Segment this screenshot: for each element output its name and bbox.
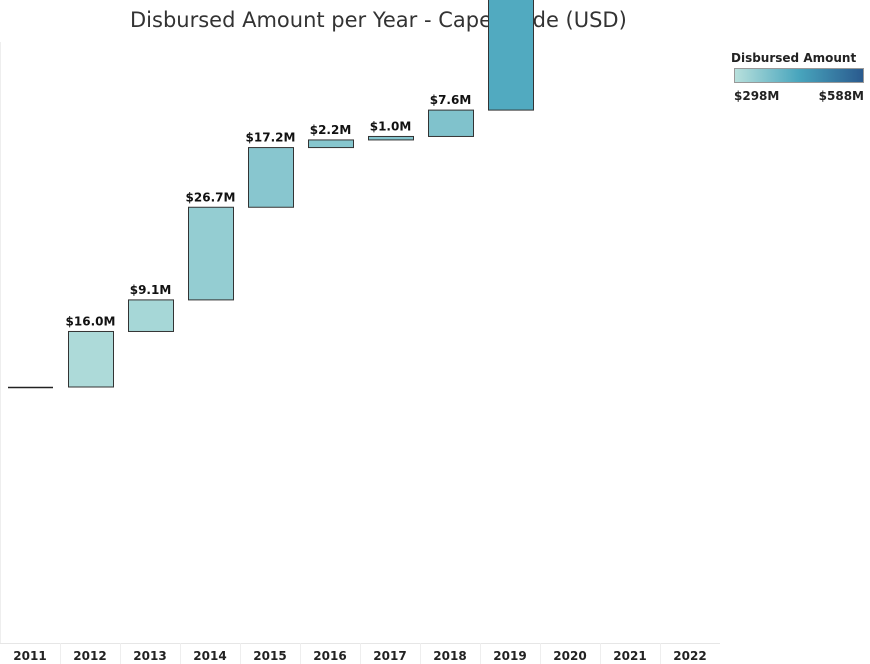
bar-2018 — [428, 109, 474, 137]
bar-2019 — [488, 0, 534, 111]
bar-label-2018: $7.6M — [430, 93, 472, 107]
legend-gradient-bar — [734, 68, 864, 83]
bar-2016 — [308, 139, 354, 149]
x-tick-2012: 2012 — [73, 649, 106, 663]
bar-2014 — [188, 206, 234, 301]
x-tick-2016: 2016 — [313, 649, 346, 663]
bar-2017 — [368, 135, 414, 141]
bar-label-2012: $16.0M — [66, 314, 116, 328]
x-tick-2020: 2020 — [553, 649, 586, 663]
bar-2013 — [128, 299, 174, 332]
x-tick-2014: 2014 — [193, 649, 226, 663]
bar-label-2016: $2.2M — [310, 123, 352, 137]
bar-label-2014: $26.7M — [186, 190, 236, 204]
legend-max-label: $588M — [818, 89, 864, 103]
x-tick-2021: 2021 — [613, 649, 646, 663]
x-tick-2013: 2013 — [133, 649, 166, 663]
legend-min-label: $298M — [734, 89, 780, 103]
bar-2012 — [68, 330, 114, 388]
bar-label-2017: $1.0M — [370, 119, 412, 133]
legend-title: Disbursed Amount — [731, 51, 857, 65]
bar-label-2015: $17.2M — [246, 131, 296, 145]
chart-title: Disbursed Amount per Year - Cape Verde (… — [130, 8, 627, 32]
bar-label-2013: $9.1M — [130, 283, 172, 297]
x-tick-2015: 2015 — [253, 649, 286, 663]
x-tick-2018: 2018 — [433, 649, 466, 663]
bar-2015 — [248, 147, 294, 208]
x-tick-2011: 2011 — [13, 649, 46, 663]
x-tick-2017: 2017 — [373, 649, 406, 663]
x-tick-2019: 2019 — [493, 649, 526, 663]
x-tick-2022: 2022 — [673, 649, 706, 663]
